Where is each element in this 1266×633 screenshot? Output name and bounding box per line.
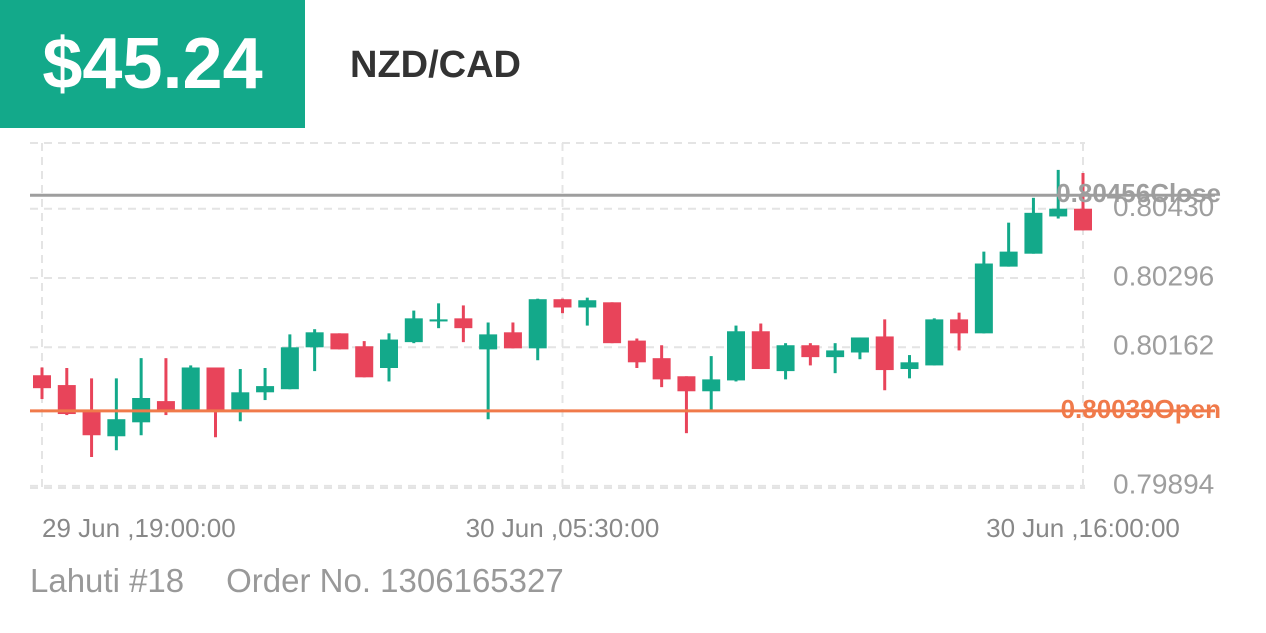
- candle-body: [1024, 212, 1043, 254]
- candle-body: [801, 345, 820, 358]
- candle-body: [875, 336, 894, 371]
- price-badge: $45.24: [0, 0, 305, 128]
- candle-body: [776, 345, 795, 372]
- y-tick-label: 0.80162: [1113, 330, 1214, 361]
- candle-body: [578, 300, 597, 308]
- candle-body: [950, 319, 969, 334]
- candle-body: [256, 386, 275, 393]
- candle-body: [380, 339, 398, 368]
- candle-body: [652, 358, 671, 380]
- candle-body: [429, 319, 448, 322]
- candle-body: [1074, 208, 1092, 231]
- candle-body: [553, 299, 572, 308]
- candle-body: [479, 334, 498, 350]
- candle-body: [826, 350, 845, 358]
- candle-body: [33, 375, 51, 389]
- candle-body: [850, 337, 869, 353]
- reference-name: Close: [1150, 178, 1221, 208]
- x-tick-label: 30 Jun ,05:30:00: [466, 513, 660, 543]
- candle-body: [454, 318, 473, 329]
- candle-body: [156, 401, 175, 412]
- y-tick-label: 0.80296: [1113, 260, 1214, 291]
- account: Lahuti #18: [30, 562, 185, 599]
- candle-body: [231, 392, 250, 410]
- candle-body: [974, 263, 993, 334]
- candle-body: [627, 340, 646, 363]
- candle-body: [181, 367, 200, 410]
- reference-label: 0.80039Open: [1061, 394, 1221, 424]
- footer: Lahuti #18 Order No. 1306165327: [30, 562, 606, 600]
- candle-body: [751, 331, 770, 370]
- pair-title: NZD/CAD: [350, 44, 521, 86]
- candle-body: [677, 376, 696, 392]
- candle-body: [330, 333, 349, 350]
- reference-label: 0.80456Close: [1056, 178, 1221, 208]
- x-tick-label: 30 Jun ,16:00:00: [986, 513, 1180, 543]
- candle-body: [305, 332, 324, 348]
- candle-body: [727, 331, 745, 381]
- x-tick-label: 29 Jun ,19:00:00: [42, 513, 236, 543]
- candle-body: [503, 332, 522, 349]
- candle-body: [603, 302, 622, 344]
- candle-body: [702, 379, 721, 392]
- candle-body: [999, 251, 1018, 267]
- candle-body: [107, 419, 126, 437]
- candle-body: [1049, 208, 1068, 217]
- reference-value: 0.80456: [1056, 178, 1150, 208]
- candle-body: [404, 318, 423, 343]
- reference-name: Open: [1155, 394, 1221, 424]
- candle-body: [82, 411, 101, 436]
- candle-body: [528, 299, 547, 349]
- candle-body: [925, 319, 944, 366]
- price: $45.24: [42, 24, 263, 104]
- y-tick-label: 0.79894: [1113, 468, 1214, 499]
- candle-body: [280, 347, 299, 390]
- candle-body: [57, 385, 76, 415]
- order-number: Order No. 1306165327: [226, 562, 564, 599]
- candle-body: [206, 367, 225, 410]
- reference-value: 0.80039: [1061, 394, 1155, 424]
- candle-body: [355, 346, 374, 378]
- candle-body: [900, 362, 919, 370]
